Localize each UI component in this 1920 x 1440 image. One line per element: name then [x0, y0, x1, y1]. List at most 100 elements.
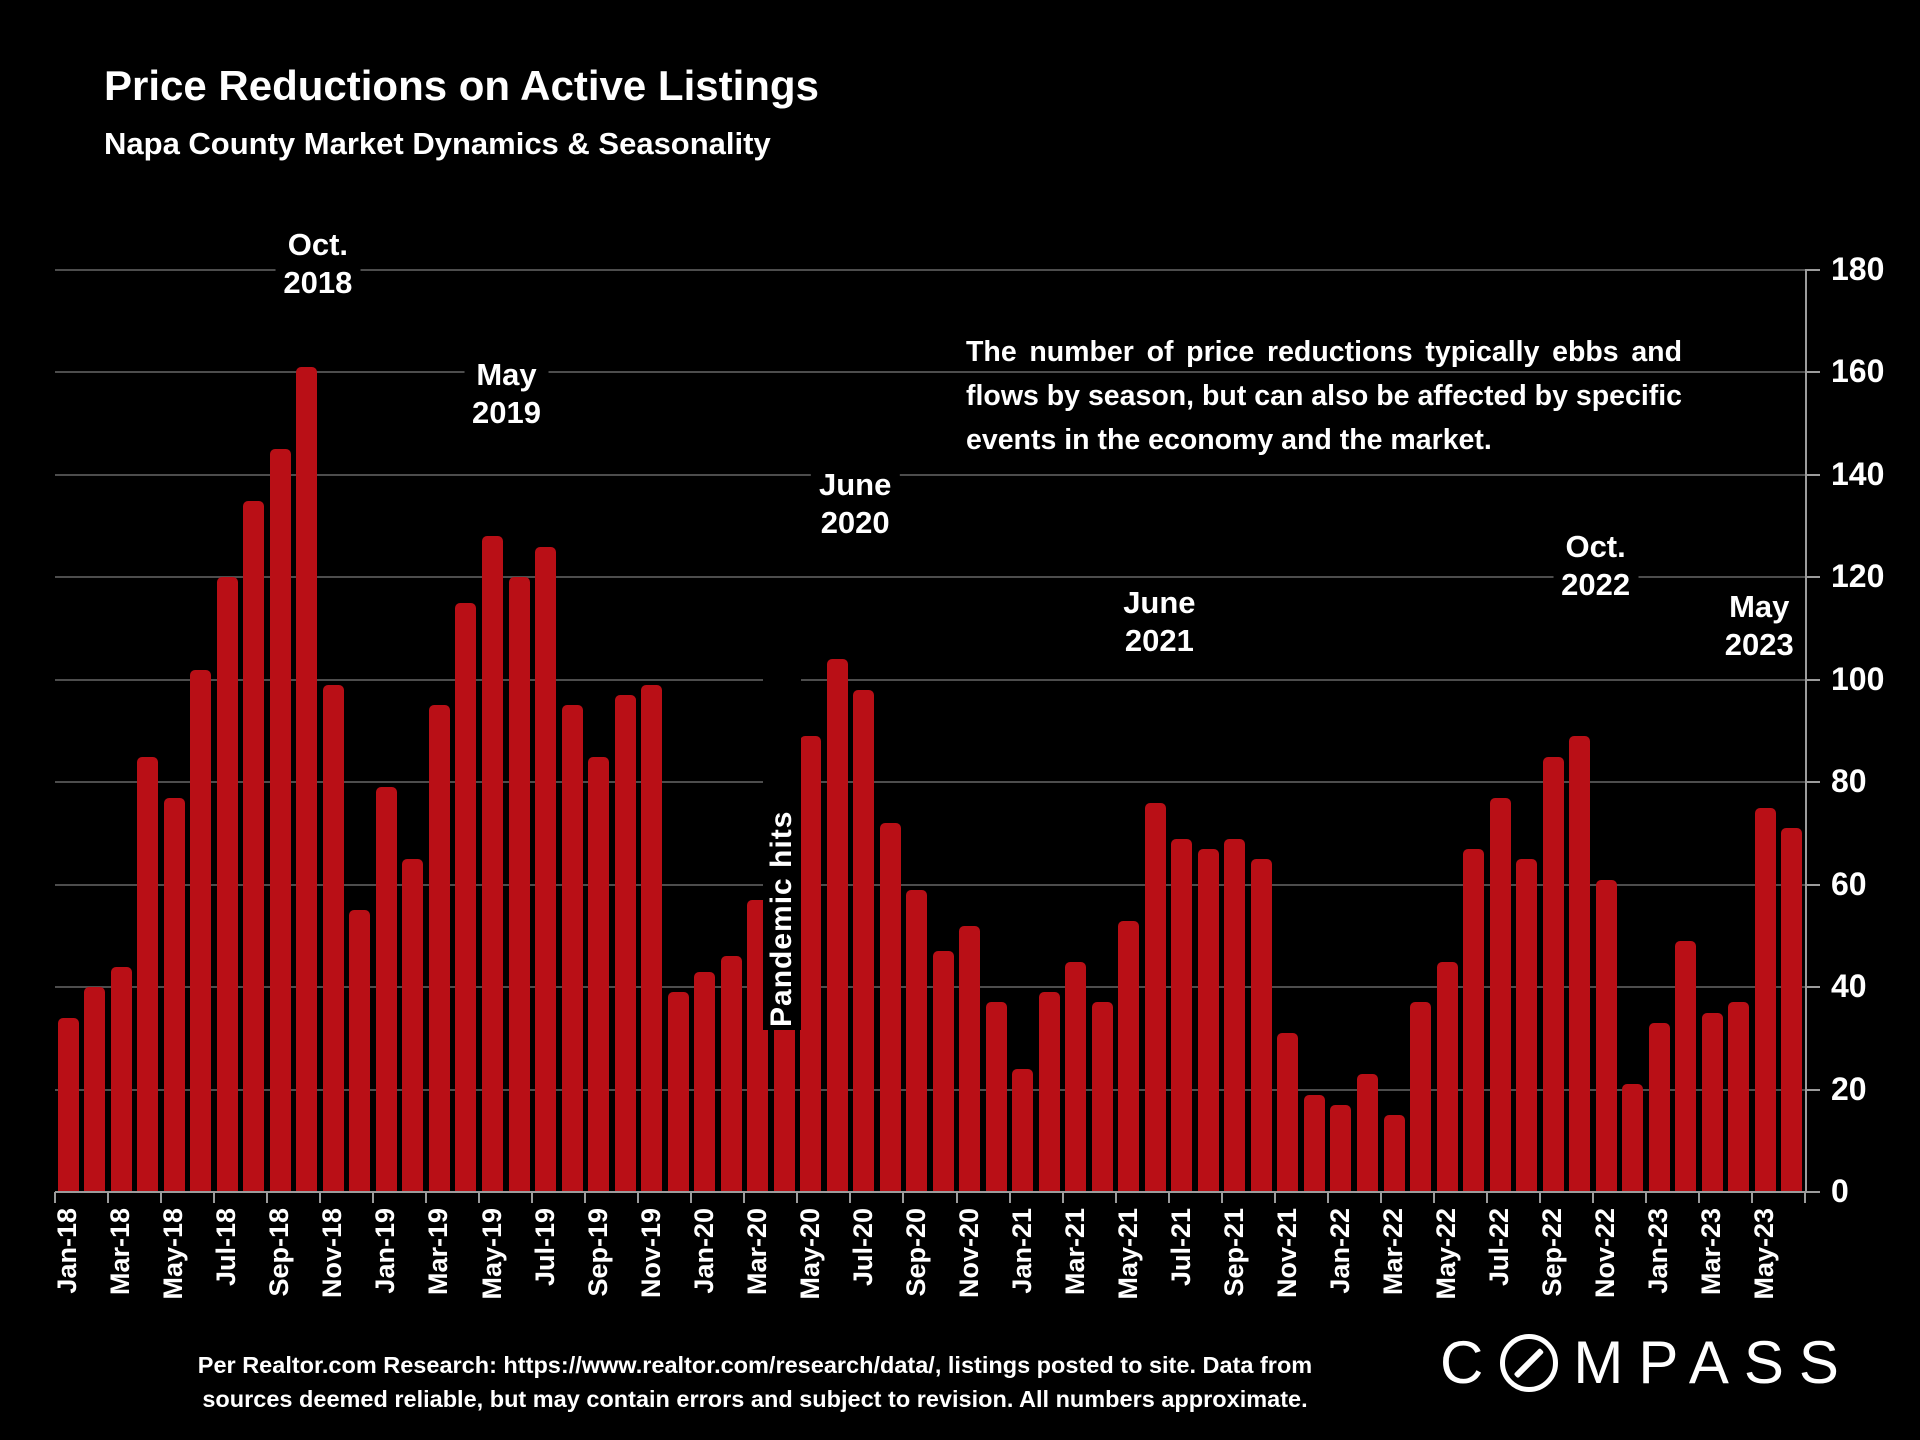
bar-Apr-21	[1091, 1002, 1113, 1192]
bar-Mar-21	[1065, 961, 1087, 1192]
bar-Aug-18	[243, 500, 265, 1192]
compass-logo-text-mpass: MPASS	[1573, 1329, 1854, 1396]
footer-source-note: Per Realtor.com Research: https://www.re…	[120, 1348, 1390, 1416]
bar-Jan-22	[1330, 1104, 1352, 1192]
x-tick	[372, 1192, 375, 1203]
bar-Jun-21	[1144, 802, 1166, 1192]
x-tick	[531, 1192, 534, 1203]
bar-Sep-19	[588, 756, 610, 1192]
bar-Jan-19	[375, 787, 397, 1192]
bar-Sep-21	[1224, 838, 1246, 1192]
bar-Jan-21	[1012, 1069, 1034, 1192]
bar-Mar-22	[1383, 1115, 1405, 1192]
bar-Dec-18	[349, 910, 371, 1192]
x-tick	[1061, 1192, 1064, 1203]
y-tick-140	[1805, 473, 1820, 476]
x-tick-label-Sep-18: Sep-18	[264, 1208, 295, 1297]
y-axis: 0 20 40 60 80 100 120 140 160 180	[1805, 251, 1920, 1209]
bar-Oct-21	[1250, 859, 1272, 1192]
bar-Apr-18	[137, 756, 159, 1192]
x-tick-label-May-21: May-21	[1112, 1208, 1143, 1300]
x-tick-label-Nov-20: Nov-20	[953, 1208, 984, 1299]
x-tick	[1644, 1192, 1647, 1203]
x-tick-label-Mar-20: Mar-20	[741, 1208, 772, 1296]
bar-Nov-21	[1277, 1033, 1299, 1192]
callout-may-2023: May 2023	[1716, 588, 1802, 665]
x-tick	[1273, 1192, 1276, 1203]
bar-May-20	[800, 736, 822, 1192]
bar-May-23	[1754, 807, 1776, 1192]
pandemic-hits-label: Pandemic hits	[763, 596, 802, 1030]
gridline-140	[55, 473, 1805, 476]
x-tick-label-Nov-19: Nov-19	[635, 1208, 666, 1299]
bar-Apr-19	[455, 602, 477, 1192]
bar-Jan-23	[1648, 1022, 1670, 1192]
bar-Feb-23	[1675, 941, 1697, 1192]
compass-needle-icon	[1513, 1347, 1545, 1378]
page-subtitle: Napa County Market Dynamics & Seasonalit…	[104, 126, 771, 161]
x-tick-label-Jul-19: Jul-19	[529, 1208, 560, 1287]
x-tick-label-May-22: May-22	[1431, 1208, 1462, 1300]
x-tick	[1591, 1192, 1594, 1203]
bar-Apr-20	[773, 1022, 795, 1192]
bar-Jun-18	[190, 669, 212, 1192]
gridline-80	[55, 781, 1805, 784]
bar-Feb-21	[1038, 992, 1060, 1192]
x-tick	[849, 1192, 852, 1203]
bar-Jun-20	[826, 659, 848, 1192]
bar-Oct-22	[1569, 736, 1591, 1192]
x-tick-label-Jul-22: Jul-22	[1484, 1208, 1515, 1287]
x-tick	[478, 1192, 481, 1203]
x-tick	[1220, 1192, 1223, 1203]
y-tick-20	[1805, 1088, 1820, 1091]
x-tick	[584, 1192, 587, 1203]
bar-Sep-22	[1542, 756, 1564, 1192]
bar-Jul-20	[853, 690, 875, 1192]
y-tick-label-120: 120	[1831, 558, 1885, 595]
y-tick-0	[1805, 1191, 1820, 1193]
x-tick-label-May-18: May-18	[158, 1208, 189, 1300]
callout-may-2019: May 2019	[464, 356, 549, 433]
plot-area	[55, 269, 1805, 1193]
x-tick	[902, 1192, 905, 1203]
bar-Jul-22	[1489, 797, 1511, 1192]
y-tick-label-20: 20	[1831, 1070, 1867, 1107]
x-tick-label-Mar-22: Mar-22	[1378, 1208, 1408, 1296]
y-tick-100	[1805, 678, 1820, 681]
gridline-180	[55, 269, 1805, 271]
x-tick-label-Jul-20: Jul-20	[847, 1208, 878, 1287]
y-tick-label-40: 40	[1831, 968, 1867, 1005]
bar-Jul-18	[216, 577, 238, 1192]
bar-Apr-22	[1410, 1002, 1432, 1192]
bar-Mar-20	[747, 900, 769, 1192]
bar-Sep-20	[906, 889, 928, 1192]
x-tick	[1485, 1192, 1488, 1203]
x-tick-label-May-20: May-20	[794, 1208, 825, 1300]
gridline-40	[55, 986, 1805, 989]
x-tick	[1697, 1192, 1700, 1203]
x-tick	[796, 1192, 799, 1203]
x-tick	[54, 1192, 56, 1203]
x-tick-label-May-23: May-23	[1749, 1208, 1780, 1300]
gridline-20	[55, 1088, 1805, 1091]
x-tick	[1167, 1192, 1170, 1203]
bar-May-22	[1436, 961, 1458, 1192]
x-tick	[319, 1192, 322, 1203]
bar-May-19	[482, 536, 503, 1192]
y-tick-label-180: 180	[1831, 251, 1885, 287]
bar-Dec-19	[667, 992, 689, 1192]
y-tick-label-0: 0	[1831, 1173, 1849, 1209]
gridline-60	[55, 883, 1805, 886]
x-tick	[690, 1192, 693, 1203]
bar-Aug-21	[1197, 848, 1219, 1192]
bar-Oct-20	[932, 951, 954, 1192]
x-tick-label-Mar-23: Mar-23	[1696, 1208, 1727, 1296]
x-tick	[425, 1192, 428, 1203]
x-tick	[955, 1192, 958, 1203]
bar-Jul-21	[1171, 838, 1193, 1192]
x-tick	[1114, 1192, 1117, 1203]
y-tick-label-160: 160	[1831, 353, 1885, 390]
bar-Mar-19	[428, 705, 450, 1192]
page-title: Price Reductions on Active Listings	[104, 62, 819, 109]
